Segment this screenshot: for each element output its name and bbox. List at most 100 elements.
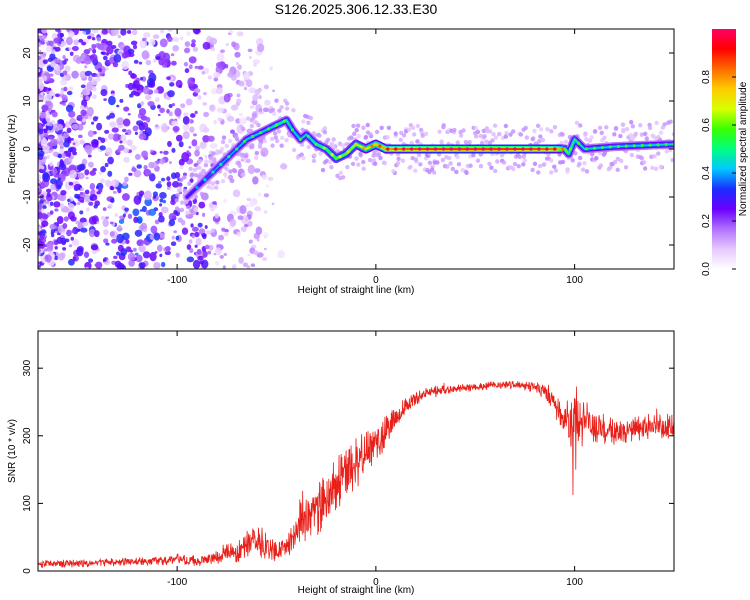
spectrogram-noise-blob <box>81 99 88 108</box>
spectrogram-noise-blob <box>127 82 134 91</box>
spectrogram-ridge-peak <box>378 144 382 148</box>
spectrogram-noise-blob <box>67 86 74 92</box>
spectrogram-noise-blob <box>51 111 58 118</box>
spectrogram-noise-blob <box>69 169 77 179</box>
spectrogram-halo-blob <box>504 130 509 136</box>
spectrogram-halo-blob <box>560 132 565 137</box>
colorbar-title: Normalized spectral amplitude <box>738 81 749 216</box>
spectrogram-noise-blob <box>116 117 124 126</box>
spectrogram-halo-blob <box>650 165 655 170</box>
spectrogram-noise-blob <box>53 201 61 208</box>
spectrogram-halo-blob <box>224 143 229 149</box>
spectrogram-noise-blob <box>117 224 122 230</box>
spectrogram-noise-blob <box>199 141 207 149</box>
spectrogram-noise-blob <box>237 215 244 221</box>
spectrogram-noise-blob <box>109 112 116 119</box>
spectrogram-noise-blob <box>59 32 65 38</box>
spectrogram-noise-blob <box>166 35 173 42</box>
spectrogram-noise-blob <box>86 81 94 91</box>
spectrogram-noise-blob <box>235 61 239 66</box>
spectrogram-halo-blob <box>658 130 664 135</box>
spectrogram-noise-blob <box>50 183 56 191</box>
spectrogram-halo-blob <box>261 151 266 157</box>
spectrogram-halo-blob <box>272 131 278 136</box>
spectrogram-noise-blob <box>106 45 114 55</box>
spectrogram-noise-blob <box>91 141 99 148</box>
spectrogram-halo-blob <box>641 160 647 165</box>
spectrogram-noise-blob <box>91 29 99 34</box>
spectrogram-noise-blob <box>103 98 107 101</box>
spectrogram-noise-blob <box>56 184 62 190</box>
spectrogram-noise-blob <box>211 47 216 52</box>
spectrogram-halo-blob <box>553 168 559 173</box>
spectrogram-noise-blob <box>263 193 270 198</box>
spectrogram-noise-blob <box>190 42 196 48</box>
spectrogram-noise-blob <box>38 38 41 43</box>
spectrogram-noise-blob <box>236 98 242 105</box>
spectrogram-noise-blob <box>170 60 177 66</box>
spectrogram-noise-blob <box>252 62 258 67</box>
spectrogram-halo-blob <box>345 164 350 170</box>
spectrogram-noise-blob <box>179 165 184 170</box>
spectrogram-halo-blob <box>452 127 457 133</box>
spectrogram-noise-blob <box>204 154 208 159</box>
spectrogram-ridge-peak <box>386 147 390 151</box>
spectrogram-halo-blob <box>473 126 479 131</box>
spectrogram-noise-blob <box>134 91 140 97</box>
spectrogram-halo-blob <box>517 154 522 160</box>
spectrogram-noise-blob <box>166 76 171 81</box>
spectrogram-noise-blob <box>247 220 253 227</box>
spectrogram-ridge-peak <box>632 144 636 148</box>
spectrogram-noise-blob <box>187 77 196 87</box>
spectrogram-noise-blob <box>189 126 195 133</box>
spectrogram-noise-blob <box>67 198 71 203</box>
spectrogram-noise-blob <box>237 158 241 162</box>
spectrogram-noise-blob <box>93 204 98 209</box>
spectrogram-noise-blob <box>84 145 92 153</box>
spectrogram-noise-blob <box>134 153 141 160</box>
spectrogram-noise-blob <box>182 131 190 140</box>
spectrogram-noise-blob <box>38 248 41 253</box>
spectrogram-noise-blob <box>47 57 54 63</box>
spectrogram-noise-blob <box>49 223 57 230</box>
spectrogram-ridge-peak <box>354 142 358 146</box>
spectrogram-noise-blob <box>246 265 251 269</box>
spectrogram-noise-blob <box>76 228 81 232</box>
spectrogram-halo-blob <box>182 188 187 193</box>
spectrogram-halo-blob <box>643 131 648 137</box>
spectrogram-noise-blob <box>60 40 67 47</box>
spectrogram-noise-blob <box>227 71 234 78</box>
spectrogram-noise-blob <box>87 154 92 158</box>
spectrogram-noise-blob <box>236 231 241 237</box>
spectrogram-halo-blob <box>427 160 433 166</box>
spectrogram-noise-blob <box>81 118 87 123</box>
spectrogram-noise-blob <box>89 183 96 191</box>
spectrogram-ridge-peak <box>346 150 350 154</box>
spectrogram-noise-blob <box>72 256 77 261</box>
spectrogram-noise-blob <box>202 102 208 106</box>
spectrogram-halo-blob <box>382 160 388 166</box>
spectrogram-noise-blob <box>123 156 130 163</box>
spectrogram-noise-blob <box>204 225 208 229</box>
spectrogram-noise-blob <box>150 225 158 234</box>
spectrogram-noise-blob <box>261 174 267 179</box>
spectrogram-halo-blob <box>654 120 659 126</box>
spectrogram-y-tick-label: -20 <box>22 237 33 252</box>
spectrogram-noise-blob <box>167 140 172 147</box>
spectrogram-noise-blob <box>193 88 201 94</box>
spectrogram-noise-blob <box>157 180 162 184</box>
spectrogram-noise-blob <box>152 34 160 39</box>
spectrogram-noise-blob <box>95 261 103 269</box>
spectrogram-halo-blob <box>656 151 661 156</box>
spectrogram-noise-blob <box>194 244 198 248</box>
spectrogram-halo-blob <box>203 162 209 168</box>
spectrogram-halo-blob <box>356 133 361 139</box>
spectrogram-halo-blob <box>361 166 366 171</box>
spectrogram-noise-blob <box>62 102 66 106</box>
spectrogram-noise-blob <box>167 90 175 98</box>
spectrogram-halo-blob <box>482 134 487 139</box>
spectrogram-noise-blob <box>247 164 256 175</box>
spectrogram-noise-blob <box>171 103 176 107</box>
spectrogram-noise-blob <box>138 61 143 65</box>
spectrogram-halo-blob <box>445 164 450 169</box>
